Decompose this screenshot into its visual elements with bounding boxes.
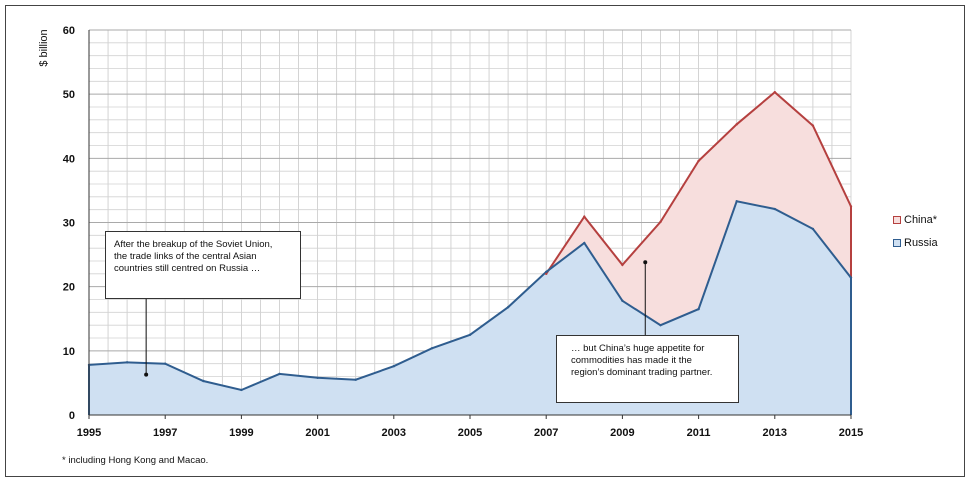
legend-label-russia: Russia <box>904 237 938 249</box>
legend-swatch-russia <box>893 239 901 247</box>
x-tick-label: 2003 <box>382 427 406 439</box>
legend-item-russia: Russia <box>893 233 938 253</box>
data-point-russia <box>316 376 319 379</box>
y-tick-label: 20 <box>63 282 75 294</box>
data-point-russia <box>545 270 548 274</box>
annotation-line: the trade links of the central Asian <box>114 251 257 262</box>
data-point-russia <box>849 276 853 279</box>
y-tick-label: 30 <box>63 218 75 230</box>
data-point-russia <box>354 378 357 381</box>
series-lines <box>87 90 853 415</box>
tick-labels: 0 10 20 30 40 50 60 1995 1997 1999 2001 2003 2005 200… <box>63 25 863 439</box>
x-tick-label: 1999 <box>229 427 253 439</box>
data-point-russia <box>506 306 510 309</box>
x-tick-label: 2011 <box>687 427 711 439</box>
data-point-china <box>697 159 700 163</box>
y-tick-label: 40 <box>63 153 75 165</box>
x-tick-label: 2013 <box>763 427 787 439</box>
data-point-russia <box>392 365 395 368</box>
legend: China* Russia <box>893 210 938 256</box>
data-point-china <box>773 91 776 94</box>
legend-item-china: China* <box>893 210 938 230</box>
annotation-line: countries still centred on Russia … <box>114 263 261 274</box>
annotation-line: region’s dominant trading partner. <box>571 367 713 378</box>
annotation-dot-china <box>643 260 648 265</box>
data-point-russia <box>583 241 586 245</box>
x-tick-label: 2009 <box>610 427 634 439</box>
annotation-russia: After the breakup of the Soviet Union, t… <box>105 231 301 299</box>
data-point-china <box>583 215 586 218</box>
data-point-russia <box>240 388 243 392</box>
data-point-china <box>849 205 853 208</box>
annotation-line: … but China’s huge appetite for <box>571 343 705 354</box>
y-tick-label: 0 <box>69 410 75 422</box>
legend-swatch-china <box>893 216 901 224</box>
data-point-russia <box>278 372 281 376</box>
x-tick-label: 2007 <box>534 427 558 439</box>
annotation-pointers <box>144 260 648 377</box>
data-point-russia <box>773 207 776 211</box>
legend-label-china: China* <box>904 214 938 226</box>
data-point-china <box>735 123 738 126</box>
y-axis-label: $ billion <box>38 29 50 66</box>
series-line-china <box>545 90 852 278</box>
data-point-russia <box>735 200 738 203</box>
annotation-line: commodities has made it the <box>571 355 692 366</box>
data-point-china <box>621 263 624 267</box>
data-point-russia <box>430 347 434 350</box>
x-tick-label: 2001 <box>305 427 329 439</box>
axes <box>88 30 852 419</box>
annotation-line: After the breakup of the Soviet Union, <box>114 239 273 250</box>
data-point-russia <box>164 362 167 365</box>
data-point-russia <box>468 333 472 336</box>
y-tick-label: 50 <box>63 89 75 101</box>
annotation-china: … but China’s huge appetite for commodit… <box>556 335 739 403</box>
y-tick-label: 10 <box>63 346 75 358</box>
x-tick-label: 1995 <box>77 427 101 439</box>
footnote: * including Hong Kong and Macao. <box>62 455 209 466</box>
data-point-china <box>811 124 815 127</box>
data-point-russia <box>125 361 129 364</box>
data-point-russia <box>202 379 205 383</box>
annotation-dot-russia <box>144 372 149 377</box>
x-tick-label: 2015 <box>839 427 863 439</box>
x-tick-label: 1997 <box>153 427 177 439</box>
x-tick-label: 2005 <box>458 427 482 439</box>
data-point-russia <box>659 323 662 327</box>
data-point-china <box>545 272 548 276</box>
data-point-china <box>659 220 662 224</box>
data-point-russia <box>697 307 700 311</box>
data-point-russia <box>811 227 815 231</box>
y-tick-label: 60 <box>63 25 75 37</box>
data-point-russia <box>621 299 624 302</box>
